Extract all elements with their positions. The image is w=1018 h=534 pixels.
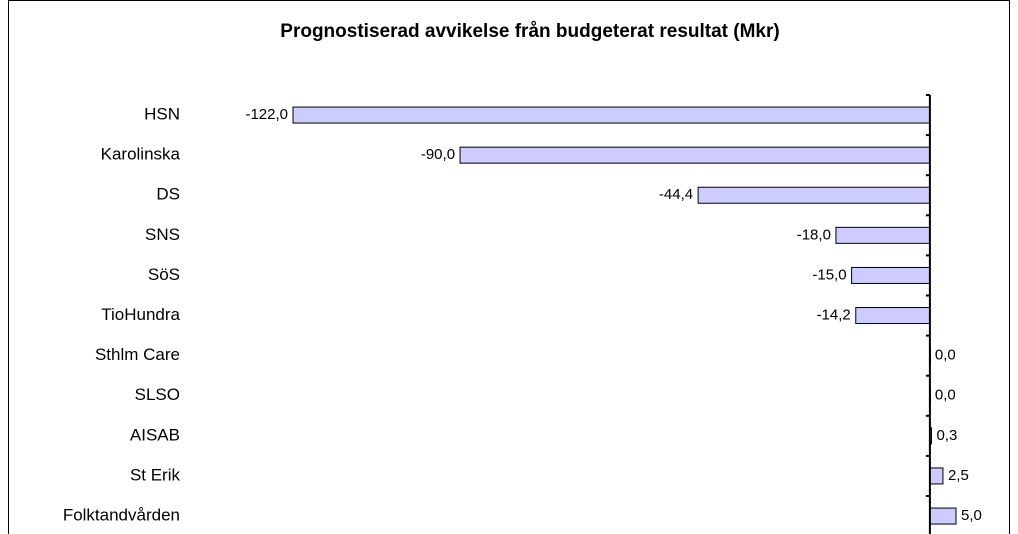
bar: [851, 266, 931, 284]
value-label: 0,0: [935, 347, 956, 364]
category-label: Sthlm Care: [95, 345, 180, 364]
bar: [929, 507, 957, 525]
frame: [8, 0, 1010, 534]
category-label: TioHundra: [101, 305, 180, 324]
category-label: St Erik: [130, 465, 181, 484]
category-label: Karolinska: [101, 145, 181, 164]
category-label: HSN: [144, 105, 180, 124]
bar: [855, 307, 931, 325]
category-label: SLSO: [135, 385, 180, 404]
value-label: -90,0: [421, 146, 455, 163]
value-label: -18,0: [797, 226, 831, 243]
value-label: -15,0: [812, 266, 846, 283]
value-label: 0,3: [936, 427, 957, 444]
bar: [697, 186, 931, 204]
category-label: SöS: [148, 265, 180, 284]
category-label: AISAB: [130, 425, 180, 444]
bar: [835, 226, 931, 244]
category-label: DS: [156, 185, 180, 204]
bar: [929, 467, 944, 485]
value-label: 5,0: [961, 507, 982, 524]
bar: [459, 146, 931, 164]
value-label: -122,0: [245, 106, 288, 123]
value-label: -14,2: [817, 307, 851, 324]
value-label: 0,0: [935, 387, 956, 404]
category-label: SNS: [145, 225, 180, 244]
bar: [292, 106, 931, 124]
category-label: Folktandvården: [63, 506, 180, 525]
value-label: 2,5: [948, 467, 969, 484]
chart-title: Prognostiserad avvikelse från budgeterat…: [280, 21, 779, 42]
value-label: -44,4: [659, 186, 693, 203]
